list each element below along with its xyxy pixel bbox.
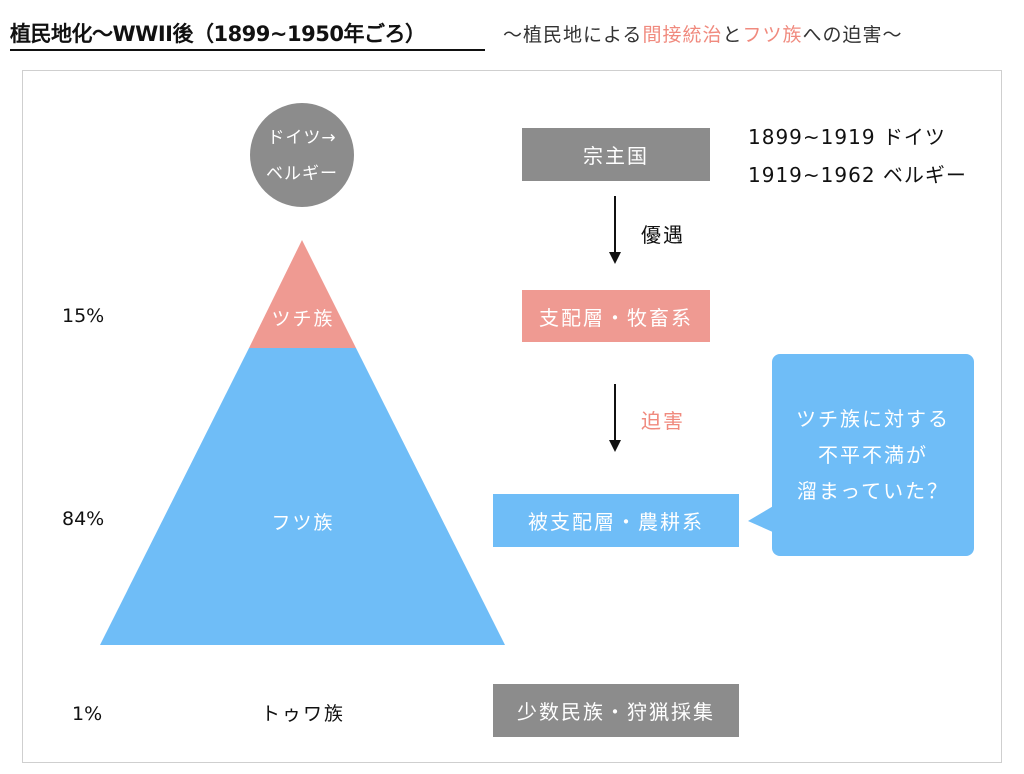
colonizer-circle <box>250 103 354 207</box>
hutu-percentage: 84% <box>62 508 105 530</box>
pyramid-bottom-hutu <box>100 348 505 645</box>
hutu-label: フツ族 <box>271 512 335 534</box>
colonizer-line-2: ベルギー <box>266 164 338 184</box>
callout-line-1: ツチ族に対する <box>796 407 950 431</box>
callout-line-3: 溜まっていた？ <box>796 479 950 503</box>
minority-box: 少数民族・狩猟採集 <box>493 684 739 737</box>
subtitle-part: と <box>722 24 743 46</box>
colonial-periods: 1899~1919 ドイツ 1919~1962 ベルギー <box>748 118 967 194</box>
tutsi-label: ツチ族 <box>271 308 335 330</box>
diagram-frame <box>22 70 1002 763</box>
period-belgium: 1919~1962 ベルギー <box>748 163 967 187</box>
callout-tail <box>748 505 775 533</box>
subtitle-part: 〜植民地による <box>503 24 643 46</box>
page-title: 植民地化〜WWII後（1899~1950年ごろ） <box>10 18 485 51</box>
arrow-persecution-head <box>609 440 621 452</box>
colonizer-line-1: ドイツ→ <box>267 128 337 148</box>
pyramid-top-tutsi <box>249 240 356 348</box>
twa-percentage: 1% <box>72 703 103 725</box>
subtitle-highlight-indirect-rule: 間接統治 <box>642 24 723 46</box>
arrow-favor-head <box>609 252 621 264</box>
twa-label: トゥワ族 <box>260 703 345 725</box>
colonizer-circle-label: ドイツ→ ベルギー <box>250 120 354 192</box>
favor-label: 優遇 <box>641 223 685 247</box>
ruling-class-box: 支配層・牧畜系 <box>522 290 710 342</box>
callout-bubble: ツチ族に対する 不平不満が 溜まっていた？ <box>772 354 974 556</box>
persecution-label: 迫害 <box>641 409 685 433</box>
subtitle-part: への迫害〜 <box>802 24 903 46</box>
ruled-class-box: 被支配層・農耕系 <box>493 494 739 547</box>
period-germany: 1899~1919 ドイツ <box>748 125 946 149</box>
subtitle-highlight-hutu: フツ族 <box>742 24 803 46</box>
callout-line-2: 不平不満が <box>818 443 928 467</box>
suzerain-box: 宗主国 <box>522 128 710 181</box>
page-subtitle: 〜植民地による間接統治とフツ族への迫害〜 <box>503 20 903 47</box>
tutsi-percentage: 15% <box>62 305 105 327</box>
